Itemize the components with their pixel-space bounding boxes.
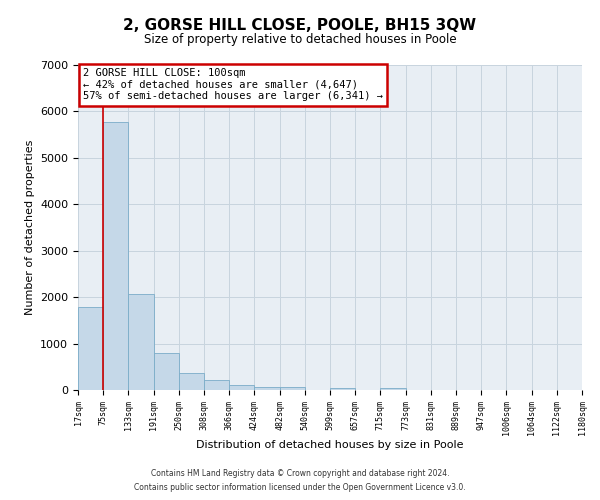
Bar bbox=[103, 122, 128, 390]
Bar bbox=[380, 388, 406, 390]
Text: Contains public sector information licensed under the Open Government Licence v3: Contains public sector information licen… bbox=[134, 484, 466, 492]
Text: 2 GORSE HILL CLOSE: 100sqm
← 42% of detached houses are smaller (4,647)
57% of s: 2 GORSE HILL CLOSE: 100sqm ← 42% of deta… bbox=[83, 68, 383, 102]
Y-axis label: Number of detached properties: Number of detached properties bbox=[25, 140, 35, 315]
Bar bbox=[280, 388, 305, 390]
Text: Contains HM Land Registry data © Crown copyright and database right 2024.: Contains HM Land Registry data © Crown c… bbox=[151, 468, 449, 477]
Bar bbox=[204, 380, 229, 390]
Bar bbox=[254, 387, 280, 390]
Bar bbox=[330, 388, 355, 390]
Bar bbox=[154, 353, 179, 390]
Bar bbox=[128, 294, 154, 390]
X-axis label: Distribution of detached houses by size in Poole: Distribution of detached houses by size … bbox=[196, 440, 464, 450]
Bar bbox=[229, 385, 254, 390]
Bar bbox=[179, 374, 204, 390]
Bar bbox=[78, 308, 103, 390]
Text: 2, GORSE HILL CLOSE, POOLE, BH15 3QW: 2, GORSE HILL CLOSE, POOLE, BH15 3QW bbox=[124, 18, 476, 32]
Text: Size of property relative to detached houses in Poole: Size of property relative to detached ho… bbox=[143, 32, 457, 46]
